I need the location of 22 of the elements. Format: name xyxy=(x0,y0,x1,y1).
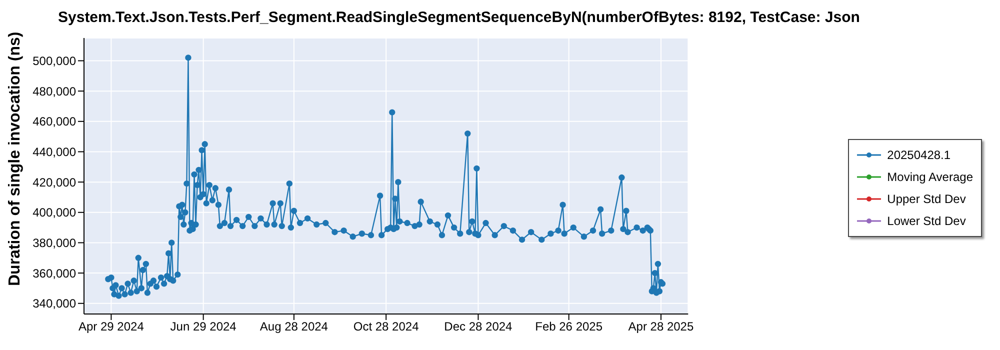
x-tick-label: Apr 29 2024 xyxy=(78,320,144,334)
x-tick-label: Aug 28 2024 xyxy=(260,320,328,334)
x-tick-label: Dec 28 2024 xyxy=(444,320,513,334)
x-tick-label: Feb 26 2025 xyxy=(535,320,603,334)
y-tick-label: 460,000 xyxy=(32,114,76,129)
y-tick-label: 400,000 xyxy=(32,206,76,220)
y-tick-label: 380,000 xyxy=(32,236,76,250)
legend-label: Lower Std Dev xyxy=(887,214,966,228)
legend-label: 20250428.1 xyxy=(887,148,951,162)
legend-label: Moving Average xyxy=(887,170,973,184)
y-tick-label: 360,000 xyxy=(32,266,76,280)
x-tick-label: Apr 28 2025 xyxy=(628,320,694,334)
y-axis-title: Duration of single invocation (ns) xyxy=(6,32,24,286)
y-tick-label: 340,000 xyxy=(32,296,76,311)
x-tick-label: Jun 29 2024 xyxy=(170,320,237,334)
y-tick-label: 500,000 xyxy=(32,54,76,68)
y-tick-label: 420,000 xyxy=(32,175,76,190)
x-tick-label: Oct 28 2024 xyxy=(353,320,420,334)
legend-label: Upper Std Dev xyxy=(887,192,966,206)
chart-title: System.Text.Json.Tests.Perf_Segment.ReadSingleSegmentSequenceByN(numberOfBytes: 8192, TestCase: Json xyxy=(57,8,861,28)
y-tick-label: 480,000 xyxy=(32,84,76,98)
y-tick-label: 440,000 xyxy=(32,144,76,159)
